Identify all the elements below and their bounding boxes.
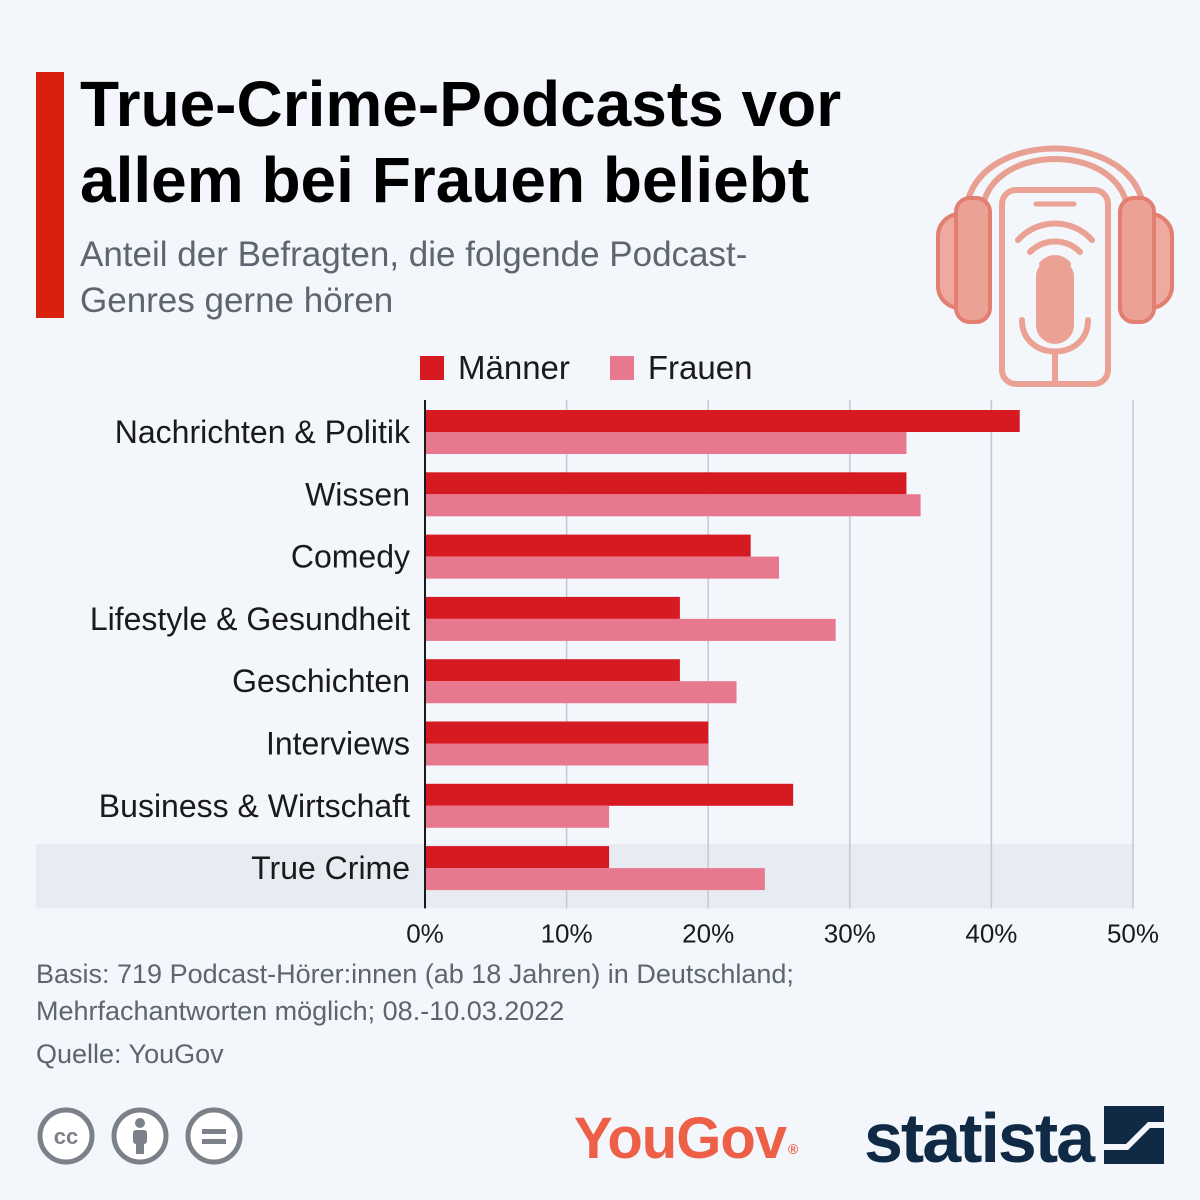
legend-item-maenner: Männer xyxy=(420,349,570,387)
bar-maenner-0 xyxy=(425,410,1020,432)
bar-frauen-4 xyxy=(425,681,737,704)
bar-frauen-7 xyxy=(425,868,765,891)
category-label-2: Comedy xyxy=(291,539,410,575)
bar-maenner-2 xyxy=(425,534,751,557)
legend-label-maenner: Männer xyxy=(458,349,570,386)
statista-logo: statista xyxy=(864,1099,1095,1177)
bar-frauen-5 xyxy=(425,743,709,766)
category-label-5: Interviews xyxy=(266,726,410,762)
bar-maenner-5 xyxy=(425,721,709,744)
headphones-podcast-icon xyxy=(936,145,1174,387)
chart-legend: Männer Frauen xyxy=(420,346,792,390)
legend-item-frauen: Frauen xyxy=(609,349,753,387)
license-icons: cc xyxy=(36,1106,258,1171)
bar-maenner-3 xyxy=(425,596,680,619)
bar-maenner-4 xyxy=(425,659,680,682)
svg-text:cc: cc xyxy=(54,1124,78,1149)
bar-frauen-1 xyxy=(425,494,921,517)
attribution-icon xyxy=(110,1106,170,1171)
x-tick-label-3: 30% xyxy=(824,918,876,948)
bar-maenner-6 xyxy=(425,783,794,806)
bar-chart: 0% 10% 20% 30% 40% 50% Nachrichten & Politik Wi… xyxy=(36,400,1159,948)
bar-maenner-7 xyxy=(425,846,610,869)
yougov-logo: YouGov ® xyxy=(574,1106,798,1172)
x-tick-label-2: 20% xyxy=(682,918,734,948)
bar-frauen-0 xyxy=(425,432,907,454)
x-tick-label-5: 50% xyxy=(1107,918,1159,948)
legend-swatch-frauen xyxy=(609,356,634,380)
x-tick-label-1: 10% xyxy=(541,918,593,948)
category-label-7: True Crime xyxy=(251,850,410,886)
legend-label-frauen: Frauen xyxy=(647,349,753,386)
x-tick-label-0: 0% xyxy=(406,918,444,948)
bar-frauen-6 xyxy=(425,805,610,828)
category-label-6: Business & Wirtschaft xyxy=(99,788,410,824)
title-accent-bar xyxy=(36,72,64,318)
bar-frauen-3 xyxy=(425,618,836,641)
registered-mark: ® xyxy=(788,1141,798,1157)
footnote: Basis: 719 Podcast-Hörer:innen (ab 18 Ja… xyxy=(36,959,794,1026)
legend-swatch-maenner xyxy=(420,356,444,380)
category-label-3: Lifestyle & Gesundheit xyxy=(90,601,410,637)
bar-frauen-2 xyxy=(425,556,779,579)
x-tick-label-4: 40% xyxy=(965,918,1017,948)
cc-icon: cc xyxy=(36,1106,96,1171)
category-label-1: Wissen xyxy=(305,476,410,512)
statista-mark-icon xyxy=(1104,1106,1164,1164)
category-label-0: Nachrichten & Politik xyxy=(115,414,411,450)
source-note: Quelle: YouGov xyxy=(36,1039,224,1069)
yougov-logo-text: YouGov xyxy=(574,1106,787,1171)
no-derivatives-icon xyxy=(184,1106,244,1171)
chart-subtitle: Anteil der Befragten, die folgende Podca… xyxy=(80,235,748,320)
bar-maenner-1 xyxy=(425,472,907,495)
chart-title: True-Crime-Podcasts vor allem bei Frauen… xyxy=(80,68,842,216)
category-label-4: Geschichten xyxy=(232,663,410,699)
